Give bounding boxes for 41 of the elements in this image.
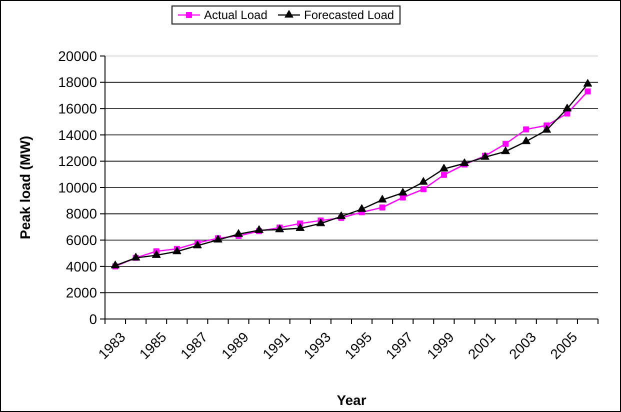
point [398, 188, 408, 196]
point [501, 146, 510, 154]
point [357, 204, 366, 212]
point [378, 194, 387, 203]
y-tick-label: 6000 [66, 232, 98, 248]
point [460, 158, 469, 166]
y-tick-label: 16000 [58, 100, 98, 116]
point [542, 124, 552, 133]
y-tick-label: 8000 [66, 206, 98, 222]
point [583, 78, 592, 87]
x-axis-title: Year [336, 392, 367, 408]
point [234, 229, 243, 237]
point [193, 240, 202, 248]
point [502, 140, 509, 147]
y-axis-title: Peak load (MW) [17, 136, 33, 240]
point [420, 186, 426, 192]
y-tick-label: 18000 [58, 74, 98, 90]
point [523, 126, 530, 132]
point [172, 246, 182, 254]
point [296, 223, 305, 231]
point [254, 225, 264, 233]
legend-label: Actual Load [204, 8, 268, 22]
y-tick-label: 0 [89, 310, 98, 327]
y-tick-label: 20000 [58, 48, 98, 64]
y-tick-label: 12000 [58, 153, 98, 170]
y-tick-label: 2000 [66, 284, 98, 301]
legend-label: Forecasted Load [304, 8, 394, 22]
point [336, 211, 346, 220]
y-tick-label: 10000 [58, 179, 98, 196]
point [379, 204, 386, 210]
y-tick-label: 14000 [58, 126, 98, 143]
point [152, 250, 161, 258]
point [418, 177, 428, 185]
point [316, 218, 326, 226]
y-tick-label: 4000 [66, 258, 98, 274]
point [584, 88, 591, 94]
point [522, 136, 531, 144]
point [440, 164, 448, 172]
point [440, 172, 447, 178]
point [110, 260, 120, 268]
point [562, 104, 572, 112]
